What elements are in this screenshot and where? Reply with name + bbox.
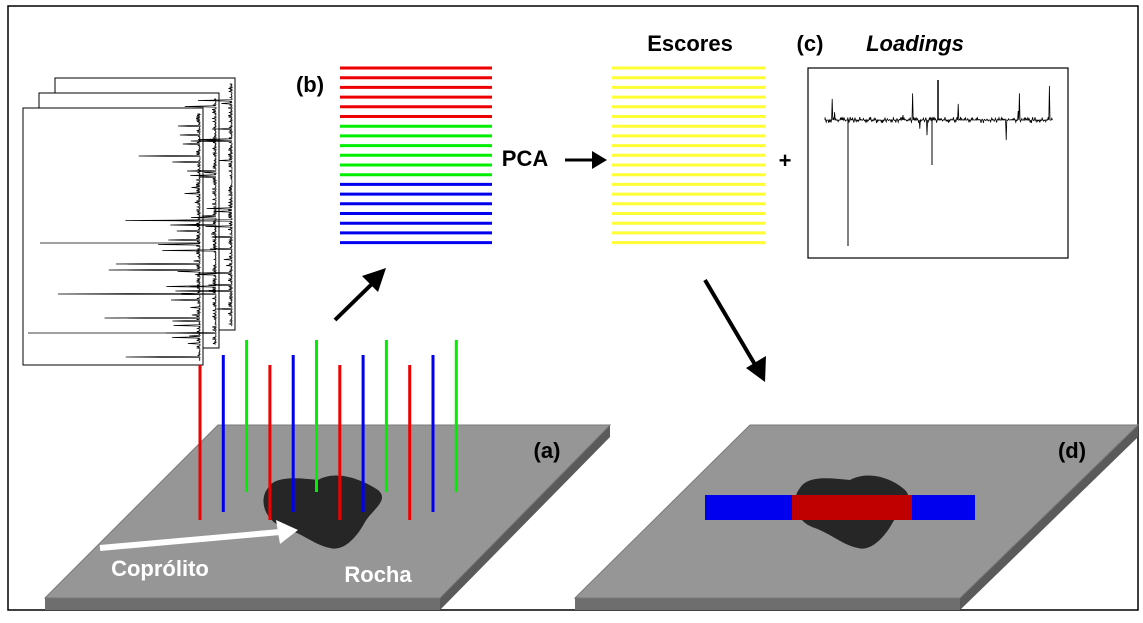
panel-label: (a) — [534, 438, 561, 463]
panel-label: (b) — [296, 72, 324, 97]
plate-edge — [575, 598, 960, 610]
panel-label: (d) — [1058, 438, 1086, 463]
panel-label: (c) — [797, 31, 824, 56]
plus-sign: + — [779, 148, 792, 173]
page: Coprólito Rocha (a) (b) PCA Escores + (c… — [0, 0, 1143, 618]
spectrum-sheet — [23, 108, 203, 365]
rock-label: Rocha — [344, 562, 412, 587]
plate-edge — [45, 598, 440, 610]
score-bar-coprolite — [792, 495, 912, 520]
scores-label: Escores — [647, 31, 733, 56]
coprolite-label: Coprólito — [111, 556, 209, 581]
loadings-label: Loadings — [866, 31, 964, 56]
figure: Coprólito Rocha (a) (b) PCA Escores + (c… — [0, 0, 1143, 618]
method-label: PCA — [502, 146, 549, 171]
